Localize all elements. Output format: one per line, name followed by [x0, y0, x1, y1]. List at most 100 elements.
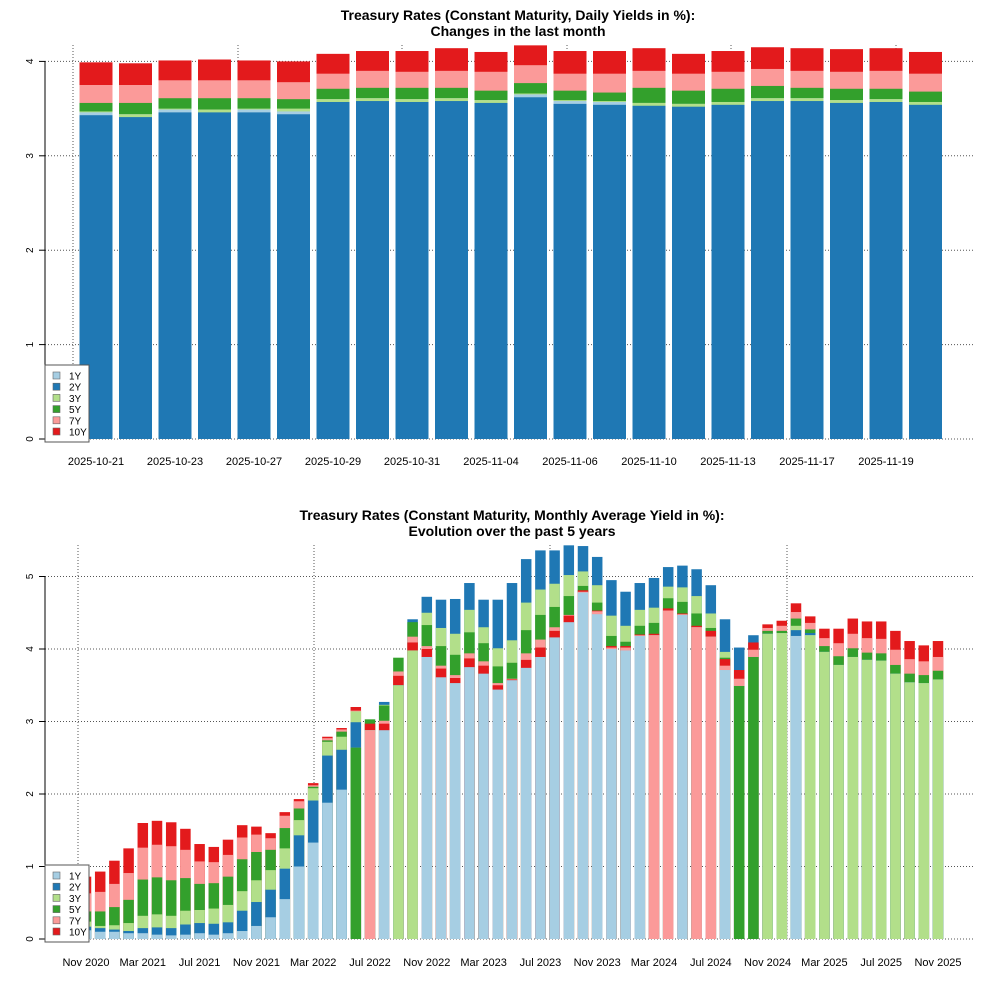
- legend-label: 3Y: [69, 894, 82, 905]
- bar-2y: [593, 104, 626, 439]
- bar-group: [293, 799, 305, 939]
- bar-5y: [123, 899, 134, 939]
- legend-box: [44, 864, 90, 943]
- bar-group: [677, 565, 688, 939]
- bar-group: [577, 546, 589, 939]
- bar-2y: [632, 105, 666, 439]
- bar-2y: [165, 928, 177, 939]
- bar-2y: [194, 923, 205, 939]
- bar-group: [733, 647, 745, 939]
- bar-group: [748, 635, 759, 939]
- bar-group: [277, 61, 310, 440]
- bar-1y: [137, 933, 149, 939]
- bar-group: [506, 583, 518, 939]
- chart-title: Treasury Rates (Constant Maturity, Month…: [299, 507, 724, 523]
- bar-group: [648, 577, 660, 939]
- bar-5y: [94, 911, 106, 939]
- bar-2y: [435, 101, 468, 439]
- x-tick-label: 2025-11-19: [858, 456, 913, 468]
- bar-group: [790, 48, 824, 440]
- x-tick-label: 2025-11-10: [621, 456, 676, 468]
- legend-label: 7Y: [69, 416, 82, 427]
- bar-1y: [222, 933, 234, 939]
- bar-group: [464, 583, 475, 939]
- x-tick-label: 2025-11-13: [700, 456, 755, 468]
- bar-group: [890, 630, 901, 939]
- bar-group: [395, 51, 429, 440]
- legend-swatch-3y: [52, 894, 61, 902]
- bar-3y: [875, 660, 887, 939]
- bar-group: [109, 860, 120, 939]
- bar-group: [875, 621, 887, 939]
- bar-group: [478, 599, 489, 939]
- legend-swatch-2y: [52, 382, 61, 391]
- y-tick-label: 3: [25, 718, 36, 724]
- x-tick-label: Mar 2024: [631, 957, 677, 969]
- x-tick-label: Jul 2024: [690, 957, 732, 969]
- bar-5y: [748, 656, 759, 939]
- bar-7y: [662, 610, 674, 939]
- bar-group: [830, 49, 863, 440]
- legend-swatch-7y: [52, 416, 61, 425]
- bar-1y: [236, 931, 248, 939]
- bar-2y: [119, 117, 152, 439]
- bar-1y: [165, 935, 177, 939]
- bar-1y: [449, 683, 461, 939]
- y-tick-label: 0: [25, 936, 36, 942]
- bar-2y: [277, 114, 310, 439]
- bar-1y: [94, 931, 106, 939]
- bar-3y: [804, 635, 816, 939]
- bar-2y: [316, 101, 350, 439]
- x-tick-label: Mar 2023: [460, 957, 506, 969]
- bar-5y: [109, 907, 120, 939]
- bar-3y: [819, 651, 830, 939]
- bar-1y: [577, 592, 589, 939]
- bar-group: [553, 51, 587, 440]
- chart-subtitle: Changes in the last month: [430, 23, 605, 39]
- legend-label: 2Y: [69, 883, 82, 894]
- y-tick-label: 3: [25, 153, 36, 159]
- bar-group: [119, 63, 152, 440]
- bar-1y: [606, 649, 617, 939]
- bar-2y: [151, 927, 163, 939]
- x-tick-label: 2025-11-06: [542, 456, 597, 468]
- bar-group: [151, 820, 163, 939]
- bar-1y: [435, 677, 447, 939]
- bar-5y: [350, 747, 362, 939]
- bar-group: [421, 596, 433, 939]
- bar-1y: [322, 802, 333, 939]
- bar-7y: [691, 627, 702, 939]
- x-tick-label: 2025-10-23: [147, 456, 203, 468]
- bar-1y: [535, 656, 546, 939]
- bar-3y: [393, 685, 404, 939]
- bar-1y: [123, 933, 134, 939]
- bar-group: [237, 60, 271, 440]
- bar-3y: [222, 904, 234, 939]
- bar-group: [137, 823, 149, 939]
- bar-3y: [890, 673, 901, 939]
- bar-3y: [918, 683, 930, 939]
- bar-3y: [833, 664, 844, 939]
- bar-2y: [790, 101, 824, 439]
- bar-group: [847, 618, 859, 939]
- bar-1y: [151, 934, 163, 939]
- bar-3y: [847, 656, 859, 939]
- bar-1y: [293, 866, 305, 939]
- bar-group: [918, 645, 930, 939]
- bar-1y: [265, 917, 276, 939]
- bar-2y: [265, 889, 276, 939]
- legend-box: [44, 364, 90, 443]
- bar-group: [350, 707, 362, 939]
- x-tick-label: Nov 2024: [744, 957, 791, 969]
- bar-3y: [151, 914, 163, 939]
- y-tick-label: 4: [25, 58, 36, 64]
- bar-group: [691, 569, 702, 939]
- legend-label: 10Y: [69, 928, 87, 939]
- bar-group: [620, 591, 631, 939]
- bar-group: [194, 844, 205, 939]
- bar-group: [222, 839, 234, 939]
- bar-group: [336, 728, 347, 939]
- bar-1y: [563, 622, 575, 939]
- bar-group: [165, 822, 177, 939]
